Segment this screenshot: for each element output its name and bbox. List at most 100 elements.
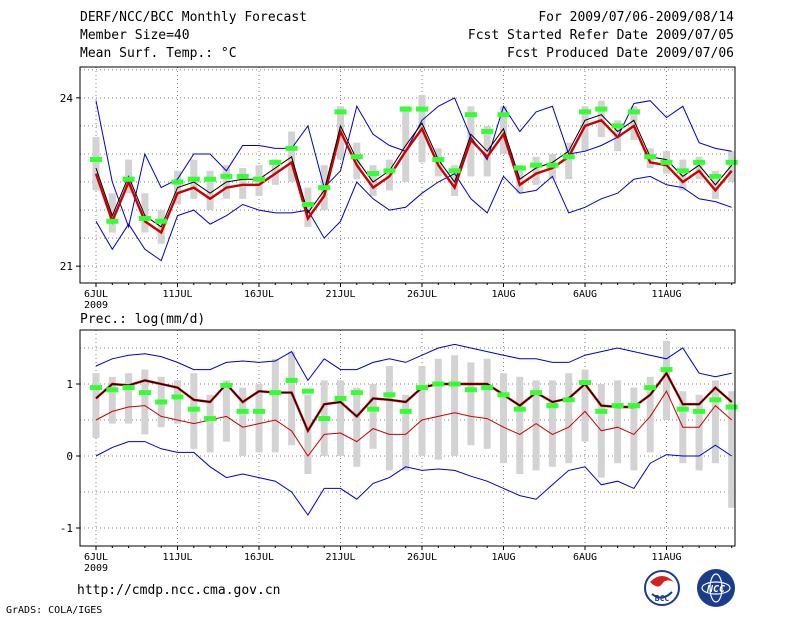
obs-marker: [285, 377, 298, 383]
obs-marker: [138, 390, 151, 396]
obs-marker: [644, 385, 657, 391]
plot-frame: [79, 66, 736, 284]
obs-marker: [220, 173, 233, 179]
obs-marker: [334, 395, 347, 401]
x-tick-label: 6JUL: [84, 289, 108, 300]
obs-marker: [497, 392, 510, 398]
spread-box: [239, 167, 247, 199]
x-tick-label: 11JUL: [162, 552, 192, 563]
spread-box: [679, 159, 687, 191]
obs-marker: [627, 109, 640, 115]
plot-frame: [79, 329, 736, 547]
logos: BCC NCC: [644, 569, 735, 607]
obs-marker: [350, 390, 363, 396]
x-tick-label: 6AUG: [573, 552, 597, 563]
spread-box: [646, 376, 654, 453]
obs-marker: [546, 162, 559, 168]
spread-box: [402, 106, 410, 183]
ensemble-mean-line: [95, 372, 733, 432]
spread-box: [467, 362, 475, 446]
obs-marker: [187, 406, 200, 412]
max-envelope-line: [95, 343, 732, 382]
x-year-label: 2009: [84, 563, 108, 574]
spread-box: [255, 384, 263, 453]
precip-panel-title: Prec.: log(mm/d): [80, 312, 205, 327]
member-line-low: [95, 390, 733, 457]
grads-credit: GrADS: COLA/IGES: [6, 605, 103, 616]
obs-marker: [725, 404, 738, 410]
member-line: [94, 118, 733, 235]
obs-marker: [187, 176, 200, 182]
spread-box: [353, 142, 361, 180]
temperature-panel: 6JUL 11JUL 16JUL 21JUL 26JUL 1AUG 6AUG 11AUG 200…: [60, 66, 738, 311]
obs-marker: [253, 176, 265, 182]
obs-marker: [481, 385, 494, 391]
obs-marker: [155, 399, 168, 405]
spread-box: [532, 380, 540, 471]
spread-box: [728, 151, 736, 183]
obs-marker: [318, 185, 331, 191]
obs-marker: [432, 381, 445, 387]
obs-marker: [432, 157, 445, 163]
spread-box: [483, 358, 491, 449]
fcst-started-date: Fcst Started Refer Date 2009/07/05: [467, 28, 734, 43]
spread-box: [174, 380, 181, 424]
obs-marker: [171, 394, 184, 400]
spread-box: [581, 369, 589, 442]
spread-box: [402, 394, 410, 471]
obs-marker: [579, 109, 591, 115]
obs-marker: [546, 403, 559, 409]
spread-box: [548, 380, 556, 467]
spread-box: [108, 193, 116, 233]
spread-box: [304, 394, 312, 474]
x-tick-label: 11AUG: [651, 552, 681, 563]
obs-marker: [448, 381, 461, 387]
obs-marker: [350, 154, 363, 160]
x-tick-label: 11AUG: [651, 289, 681, 300]
obs-marker: [562, 397, 575, 403]
precipitation-panel: 6JUL 11JUL 16JUL 21JUL 26JUL 1AUG 6AUG 11AUG 200…: [60, 329, 738, 574]
obs-marker: [660, 159, 673, 165]
source-url[interactable]: http://cmdp.ncc.cma.gov.cn: [77, 583, 281, 598]
ncc-logo-text: NCC: [706, 584, 725, 595]
spread-box: [304, 187, 312, 227]
obs-marker: [513, 165, 526, 171]
spread-box: [369, 384, 377, 449]
obs-marker: [301, 201, 314, 207]
spread-box: [92, 137, 100, 191]
spread-box: [695, 394, 703, 471]
obs-marker: [513, 406, 526, 412]
obs-marker: [90, 385, 102, 391]
obs-marker: [693, 159, 706, 165]
obs-marker: [383, 392, 396, 398]
spread-box: [369, 165, 377, 197]
y-tick-label: -1: [60, 522, 73, 535]
y-tick-label: 1: [66, 378, 73, 391]
spread-box: [614, 380, 622, 464]
obs-marker: [334, 109, 347, 115]
fcst-produced-date: Fcst Produced Date 2009/07/06: [507, 46, 734, 61]
spread-box: [108, 376, 116, 424]
obs-marker: [399, 106, 412, 112]
spread-box: [451, 355, 459, 456]
min-envelope-line: [95, 172, 732, 262]
obs-marker: [644, 154, 657, 160]
obs-marker: [595, 408, 608, 414]
obs-marker: [611, 403, 624, 409]
forecast-period: For 2009/07/06-2009/08/14: [538, 10, 734, 25]
spread-box: [728, 391, 736, 508]
min-envelope-line: [95, 441, 732, 516]
ncc-logo: NCC: [697, 569, 735, 607]
obs-marker: [416, 106, 428, 112]
y-tick-label: 21: [60, 260, 73, 273]
obs-marker: [693, 408, 706, 414]
obs-marker: [138, 215, 151, 221]
spread-box: [222, 380, 230, 442]
obs-marker: [709, 173, 722, 179]
x-tick-label: 16JUL: [244, 552, 274, 563]
obs-marker: [269, 159, 282, 165]
bcc-logo: BCC: [644, 570, 680, 606]
x-year-label: 2009: [84, 300, 108, 311]
obs-marker: [595, 106, 608, 112]
spread-box: [516, 376, 524, 474]
